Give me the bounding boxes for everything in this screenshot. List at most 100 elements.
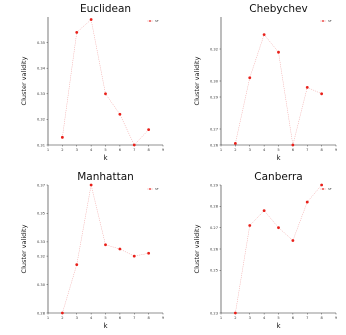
series-line xyxy=(62,19,149,146)
data-point xyxy=(233,142,237,145)
x-tick-label: 7 xyxy=(133,148,135,152)
data-point xyxy=(104,92,107,96)
y-tick-label: 0.28 xyxy=(37,311,46,315)
x-tick-label: 8 xyxy=(147,148,150,152)
data-point xyxy=(132,143,136,147)
y-tick-label: 0.30 xyxy=(37,283,46,287)
legend-label: SF xyxy=(328,19,332,23)
legend-marker xyxy=(322,188,324,190)
x-tick-label: 4 xyxy=(90,148,93,152)
panel-euclidean: Euclidean 1 2 3 4 5 6 7 8 9 0.31 0.32 0.33 0.34 0.35 k C… xyxy=(0,0,173,167)
y-axis-label: Cluster validity xyxy=(20,224,28,273)
data-point xyxy=(89,183,93,187)
data-point xyxy=(118,112,122,116)
data-point xyxy=(305,200,309,204)
x-tick-label: 1 xyxy=(220,148,222,152)
legend-marker xyxy=(149,20,151,22)
chart-manhattan: Manhattan 1 2 3 4 5 6 7 8 9 0.28 0.30 0.32 0.33 0.35 0.… xyxy=(20,171,165,330)
data-point xyxy=(233,311,237,315)
panel-chebychev: Chebychev 1 2 3 4 5 6 7 8 9 0.26 0.27 0.29 0.30 0.32 k C… xyxy=(173,0,346,167)
y-tick-label: 0.34 xyxy=(37,67,46,71)
data-point xyxy=(248,224,252,227)
data-point xyxy=(89,18,93,21)
y-tick-label: 0.35 xyxy=(37,212,45,216)
data-point xyxy=(60,311,64,315)
x-axis-label: k xyxy=(276,154,281,162)
data-point xyxy=(147,251,151,255)
data-point xyxy=(132,254,136,258)
legend-marker xyxy=(149,188,151,190)
y-tick-label: 0.35 xyxy=(37,41,45,45)
y-tick-label: 0.25 xyxy=(210,269,218,273)
x-tick-label: 9 xyxy=(335,148,338,152)
y-tick-label: 0.31 xyxy=(37,143,45,147)
series-line xyxy=(62,184,149,314)
x-axis-label: k xyxy=(103,154,108,162)
x-axis-label: k xyxy=(103,322,108,330)
x-tick-label: 6 xyxy=(119,316,122,320)
data-point xyxy=(262,209,266,212)
x-tick-label: 4 xyxy=(263,148,266,152)
x-tick-label: 8 xyxy=(320,148,323,152)
x-tick-label: 2 xyxy=(61,148,63,152)
chart-canberra: Canberra 1 2 3 4 5 6 7 8 9 0.23 0.25 0.26 0.27 0.28 0.2… xyxy=(193,171,338,330)
y-tick-label: 0.29 xyxy=(210,183,219,187)
x-tick-label: 6 xyxy=(119,148,122,152)
legend-label: SF xyxy=(155,19,159,23)
data-point xyxy=(118,247,122,251)
x-tick-label: 1 xyxy=(47,148,49,152)
data-point xyxy=(147,128,151,132)
x-axis-label: k xyxy=(276,322,281,330)
y-tick-label: 0.29 xyxy=(210,95,219,99)
data-point xyxy=(291,239,295,242)
panel-canberra: Canberra 1 2 3 4 5 6 7 8 9 0.23 0.25 0.26 0.27 0.28 0.2… xyxy=(173,168,346,335)
data-point xyxy=(291,143,295,147)
data-point xyxy=(320,92,324,96)
series-line xyxy=(235,184,322,314)
legend-label: SF xyxy=(155,187,159,191)
data-point xyxy=(320,183,324,187)
y-tick-label: 0.27 xyxy=(210,127,218,131)
data-point xyxy=(75,30,79,34)
y-tick-label: 0.26 xyxy=(210,247,219,251)
y-tick-label: 0.33 xyxy=(37,240,45,244)
x-tick-label: 9 xyxy=(162,148,165,152)
x-tick-label: 4 xyxy=(90,316,93,320)
x-tick-label: 6 xyxy=(292,148,295,152)
legend-marker xyxy=(322,20,324,22)
y-tick-label: 0.30 xyxy=(210,79,219,83)
legend-label: SF xyxy=(328,187,332,191)
x-tick-label: 5 xyxy=(277,148,279,152)
y-axis-label: Cluster validity xyxy=(20,56,28,105)
y-tick-label: 0.28 xyxy=(210,205,219,209)
x-tick-label: 7 xyxy=(306,148,308,152)
x-tick-label: 3 xyxy=(249,148,251,152)
data-point xyxy=(248,76,252,80)
x-tick-label: 3 xyxy=(76,316,78,320)
x-tick-label: 2 xyxy=(234,148,236,152)
x-tick-label: 3 xyxy=(249,316,251,320)
x-tick-label: 1 xyxy=(47,316,49,320)
y-tick-label: 0.37 xyxy=(37,183,45,187)
x-tick-label: 9 xyxy=(335,316,338,320)
x-tick-label: 5 xyxy=(104,316,106,320)
data-point xyxy=(75,263,79,267)
chart-title: Manhattan xyxy=(77,171,134,183)
chart-title: Canberra xyxy=(254,171,302,183)
y-tick-label: 0.32 xyxy=(37,254,45,258)
x-tick-label: 2 xyxy=(234,316,236,320)
x-tick-label: 9 xyxy=(162,316,165,320)
data-point xyxy=(104,243,107,247)
y-axis-label: Cluster validity xyxy=(193,56,201,105)
data-point xyxy=(277,50,280,54)
x-tick-label: 5 xyxy=(277,316,279,320)
chart-euclidean: Euclidean 1 2 3 4 5 6 7 8 9 0.31 0.32 0.33 0.34 0.35 k C… xyxy=(20,3,165,162)
chart-title: Euclidean xyxy=(80,3,131,15)
x-tick-label: 8 xyxy=(147,316,150,320)
y-tick-label: 0.32 xyxy=(37,118,45,122)
y-tick-label: 0.33 xyxy=(37,92,45,96)
x-tick-label: 3 xyxy=(76,148,78,152)
data-point xyxy=(305,86,309,89)
y-tick-label: 0.26 xyxy=(210,143,219,147)
